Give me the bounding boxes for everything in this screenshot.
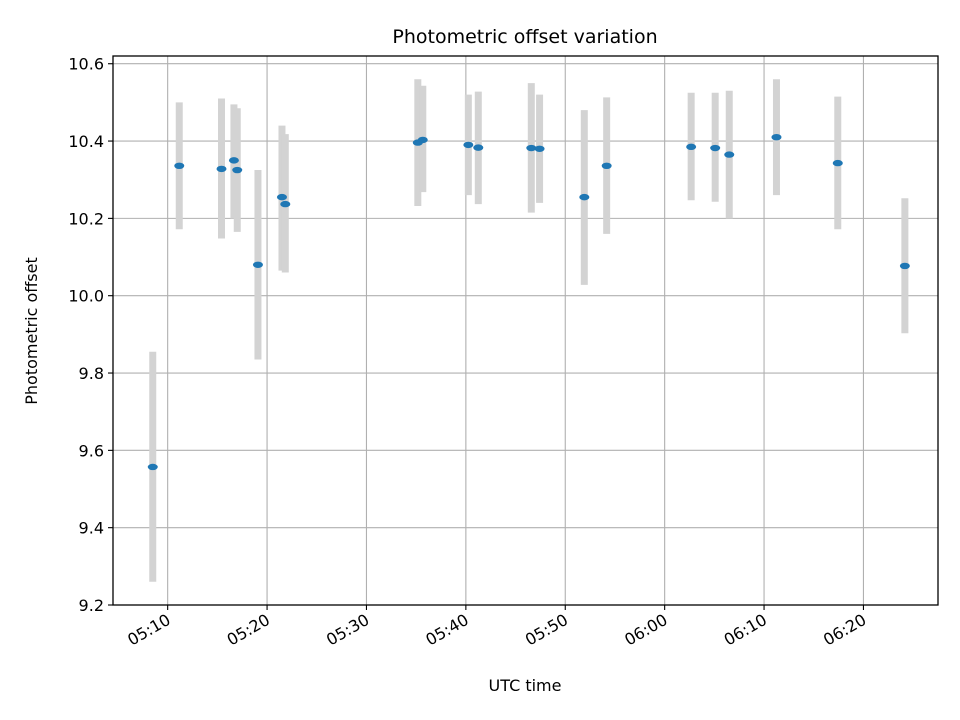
data-point: [228, 157, 239, 164]
data-point: [147, 463, 158, 471]
y-tick-label: 10.4: [68, 132, 104, 151]
data-point: [463, 141, 474, 149]
y-tick-label: 10.0: [68, 287, 104, 306]
grid: [113, 56, 938, 606]
data-point: [252, 261, 263, 268]
data-point: [832, 159, 843, 167]
data-points: [147, 133, 910, 471]
data-point: [174, 162, 185, 169]
y-tick-label: 9.2: [79, 596, 104, 615]
data-point: [899, 262, 910, 270]
data-point: [579, 193, 590, 201]
y-tick-label: 9.6: [79, 441, 104, 460]
data-point: [601, 162, 612, 169]
y-tick-label: 10.6: [68, 55, 104, 74]
y-axis-label: Photometric offset: [22, 257, 41, 405]
data-point: [473, 144, 484, 151]
data-point: [686, 143, 697, 151]
chart-title: Photometric offset variation: [392, 26, 657, 48]
y-tick-label: 9.4: [79, 519, 104, 538]
data-point: [280, 200, 291, 208]
data-point: [724, 151, 735, 158]
data-point: [526, 144, 537, 152]
plot-area-frame: [112, 55, 939, 606]
x-axis-label: UTC time: [489, 676, 562, 695]
data-point: [216, 165, 227, 173]
data-point: [276, 193, 287, 201]
data-point: [710, 144, 721, 152]
data-point: [771, 133, 782, 141]
data-point: [534, 145, 545, 152]
data-point: [232, 166, 243, 174]
y-tick-label: 10.2: [68, 209, 104, 228]
data-point: [417, 136, 428, 144]
y-tick-label: 9.8: [79, 364, 104, 383]
